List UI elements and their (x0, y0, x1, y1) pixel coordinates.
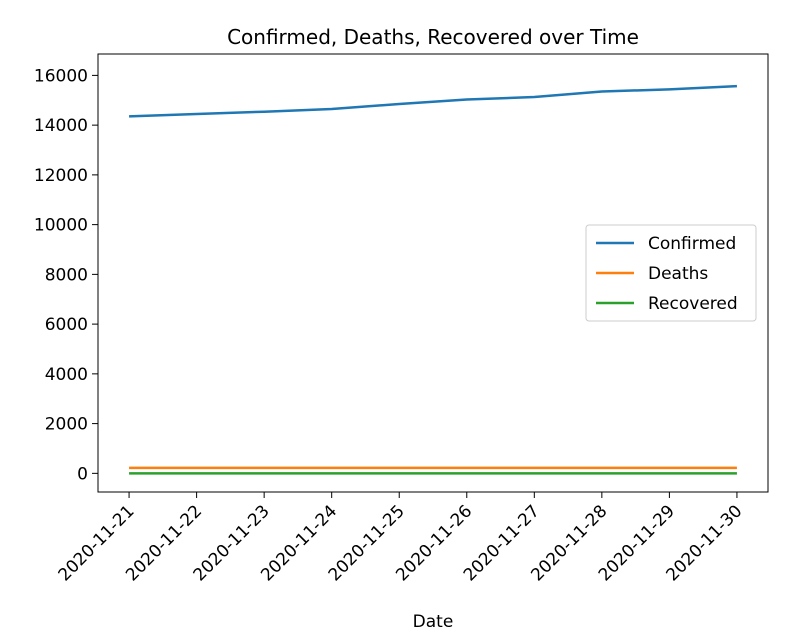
x-axis-label: Date (413, 612, 454, 632)
y-tick-label: 8000 (45, 265, 88, 285)
y-tick-label: 2000 (45, 415, 88, 435)
legend-label: Confirmed (648, 234, 736, 254)
chart-title: Confirmed, Deaths, Recovered over Time (227, 25, 639, 49)
y-tick-label: 16000 (34, 66, 88, 86)
y-tick-label: 4000 (45, 365, 88, 385)
y-tick-label: 12000 (34, 166, 88, 186)
legend (585, 224, 757, 322)
y-tick-label: 0 (77, 464, 88, 484)
y-tick-label: 14000 (34, 116, 88, 136)
line-series (129, 84, 737, 118)
y-tick-label: 10000 (34, 216, 88, 236)
legend-label: Recovered (648, 294, 738, 314)
y-tick-label: 6000 (45, 315, 88, 335)
legend-label: Deaths (648, 264, 708, 284)
plot-frame (97, 53, 769, 493)
